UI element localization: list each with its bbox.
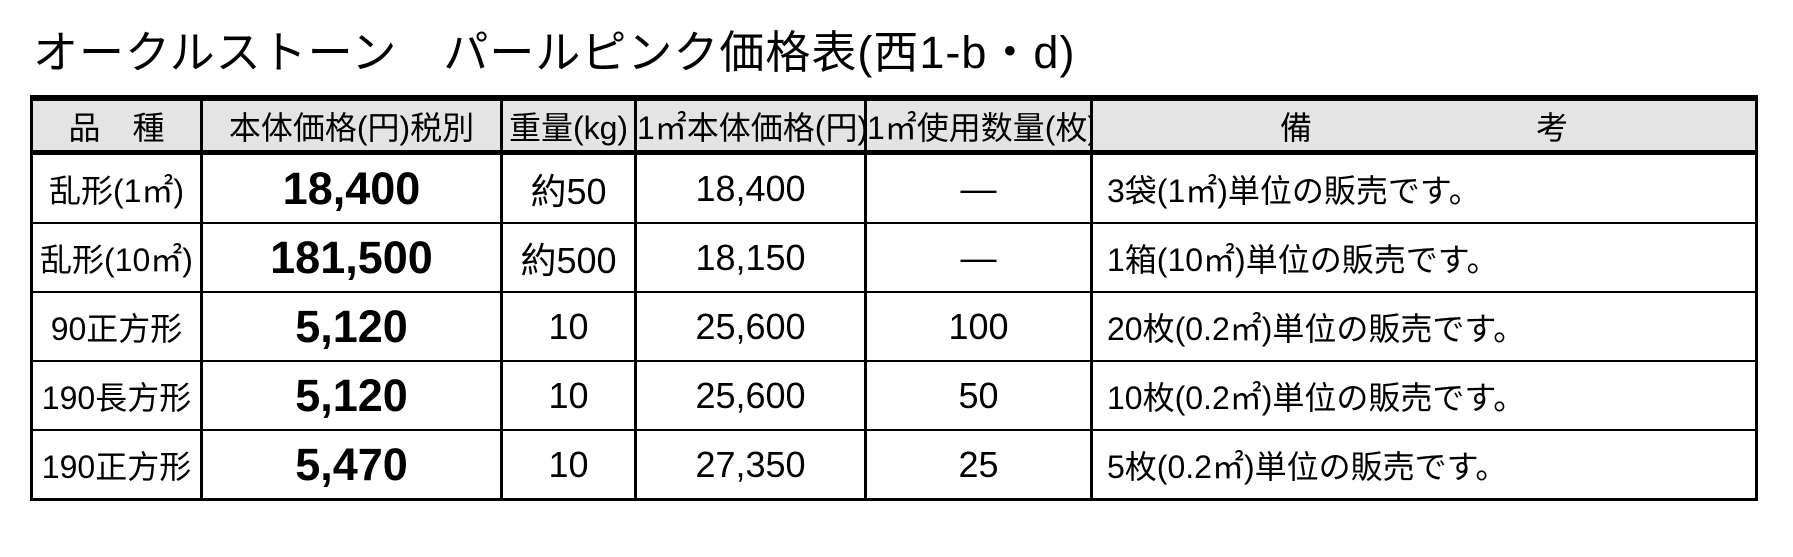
cell-price-per-m2: 18,400 <box>634 151 867 224</box>
cell-remarks: 3袋(1㎡)単位の販売です。 <box>1090 151 1758 224</box>
table-row: 90正方形 5,120 10 25,600 100 20枚(0.2㎡)単位の販売… <box>30 291 1758 362</box>
cell-price: 5,120 <box>200 291 503 362</box>
cell-kind: 190正方形 <box>30 429 203 501</box>
price-table: 品 種 本体価格(円)税別 重量(kg) 1㎡本体価格(円) 1㎡使用数量(枚)… <box>30 95 1758 501</box>
column-header-weight: 重量(kg) <box>500 98 637 155</box>
cell-price: 5,470 <box>200 429 503 501</box>
column-header-qty-per-m2: 1㎡使用数量(枚) <box>864 98 1093 155</box>
column-header-price: 本体価格(円)税別 <box>200 98 503 155</box>
cell-price-per-m2: 18,150 <box>634 222 867 293</box>
cell-price-per-m2: 27,350 <box>634 429 867 501</box>
cell-price: 18,400 <box>200 151 503 224</box>
table-row: 乱形(1㎡) 18,400 約50 18,400 — 3袋(1㎡)単位の販売です… <box>30 151 1758 224</box>
cell-price: 5,120 <box>200 360 503 431</box>
cell-remarks: 20枚(0.2㎡)単位の販売です。 <box>1090 291 1758 362</box>
cell-weight: 10 <box>500 360 637 431</box>
cell-qty-per-m2: 100 <box>864 291 1093 362</box>
cell-qty-per-m2: — <box>864 151 1093 224</box>
table-row: 190正方形 5,470 10 27,350 25 5枚(0.2㎡)単位の販売で… <box>30 429 1758 501</box>
column-header-price-per-m2: 1㎡本体価格(円) <box>634 98 867 155</box>
cell-weight: 約50 <box>500 151 637 224</box>
column-header-remarks: 備 考 <box>1090 98 1758 155</box>
table-header-row: 品 種 本体価格(円)税別 重量(kg) 1㎡本体価格(円) 1㎡使用数量(枚)… <box>30 98 1758 155</box>
cell-weight: 10 <box>500 429 637 501</box>
column-header-kind: 品 種 <box>30 98 203 155</box>
cell-price-per-m2: 25,600 <box>634 291 867 362</box>
cell-kind: 90正方形 <box>30 291 203 362</box>
cell-qty-per-m2: 50 <box>864 360 1093 431</box>
cell-remarks: 10枚(0.2㎡)単位の販売です。 <box>1090 360 1758 431</box>
cell-remarks: 1箱(10㎡)単位の販売です。 <box>1090 222 1758 293</box>
cell-qty-per-m2: 25 <box>864 429 1093 501</box>
page-title: オークルストーン パールピンク価格表(西1-b・d) <box>33 27 1076 78</box>
cell-qty-per-m2: — <box>864 222 1093 293</box>
cell-weight: 約500 <box>500 222 637 293</box>
cell-weight: 10 <box>500 291 637 362</box>
cell-remarks: 5枚(0.2㎡)単位の販売です。 <box>1090 429 1758 501</box>
cell-kind: 190長方形 <box>30 360 203 431</box>
cell-kind: 乱形(10㎡) <box>30 222 203 293</box>
table-row: 190長方形 5,120 10 25,600 50 10枚(0.2㎡)単位の販売… <box>30 360 1758 431</box>
cell-price-per-m2: 25,600 <box>634 360 867 431</box>
cell-kind: 乱形(1㎡) <box>30 151 203 224</box>
table-row: 乱形(10㎡) 181,500 約500 18,150 — 1箱(10㎡)単位の… <box>30 222 1758 293</box>
cell-price: 181,500 <box>200 222 503 293</box>
